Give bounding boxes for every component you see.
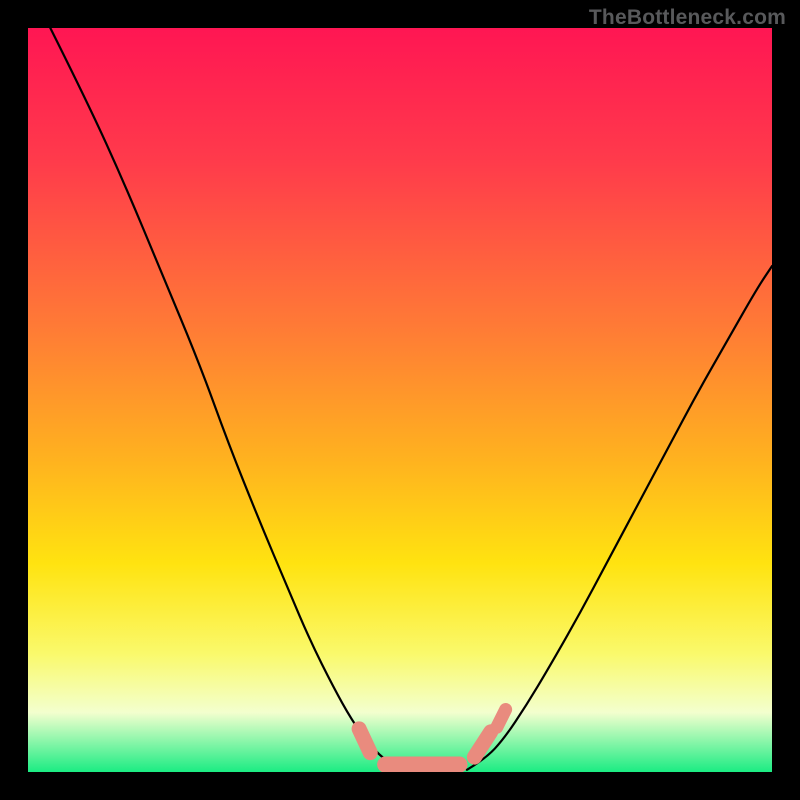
left-curve [50, 28, 407, 771]
plot-area [28, 28, 772, 772]
accent-mark-3 [497, 710, 506, 728]
accent-mark-0 [359, 729, 370, 753]
chart-container: TheBottleneck.com [0, 0, 800, 800]
watermark-text: TheBottleneck.com [589, 6, 786, 30]
accent-mark-2 [474, 732, 490, 757]
curve-svg [28, 28, 772, 772]
right-curve [467, 266, 772, 770]
